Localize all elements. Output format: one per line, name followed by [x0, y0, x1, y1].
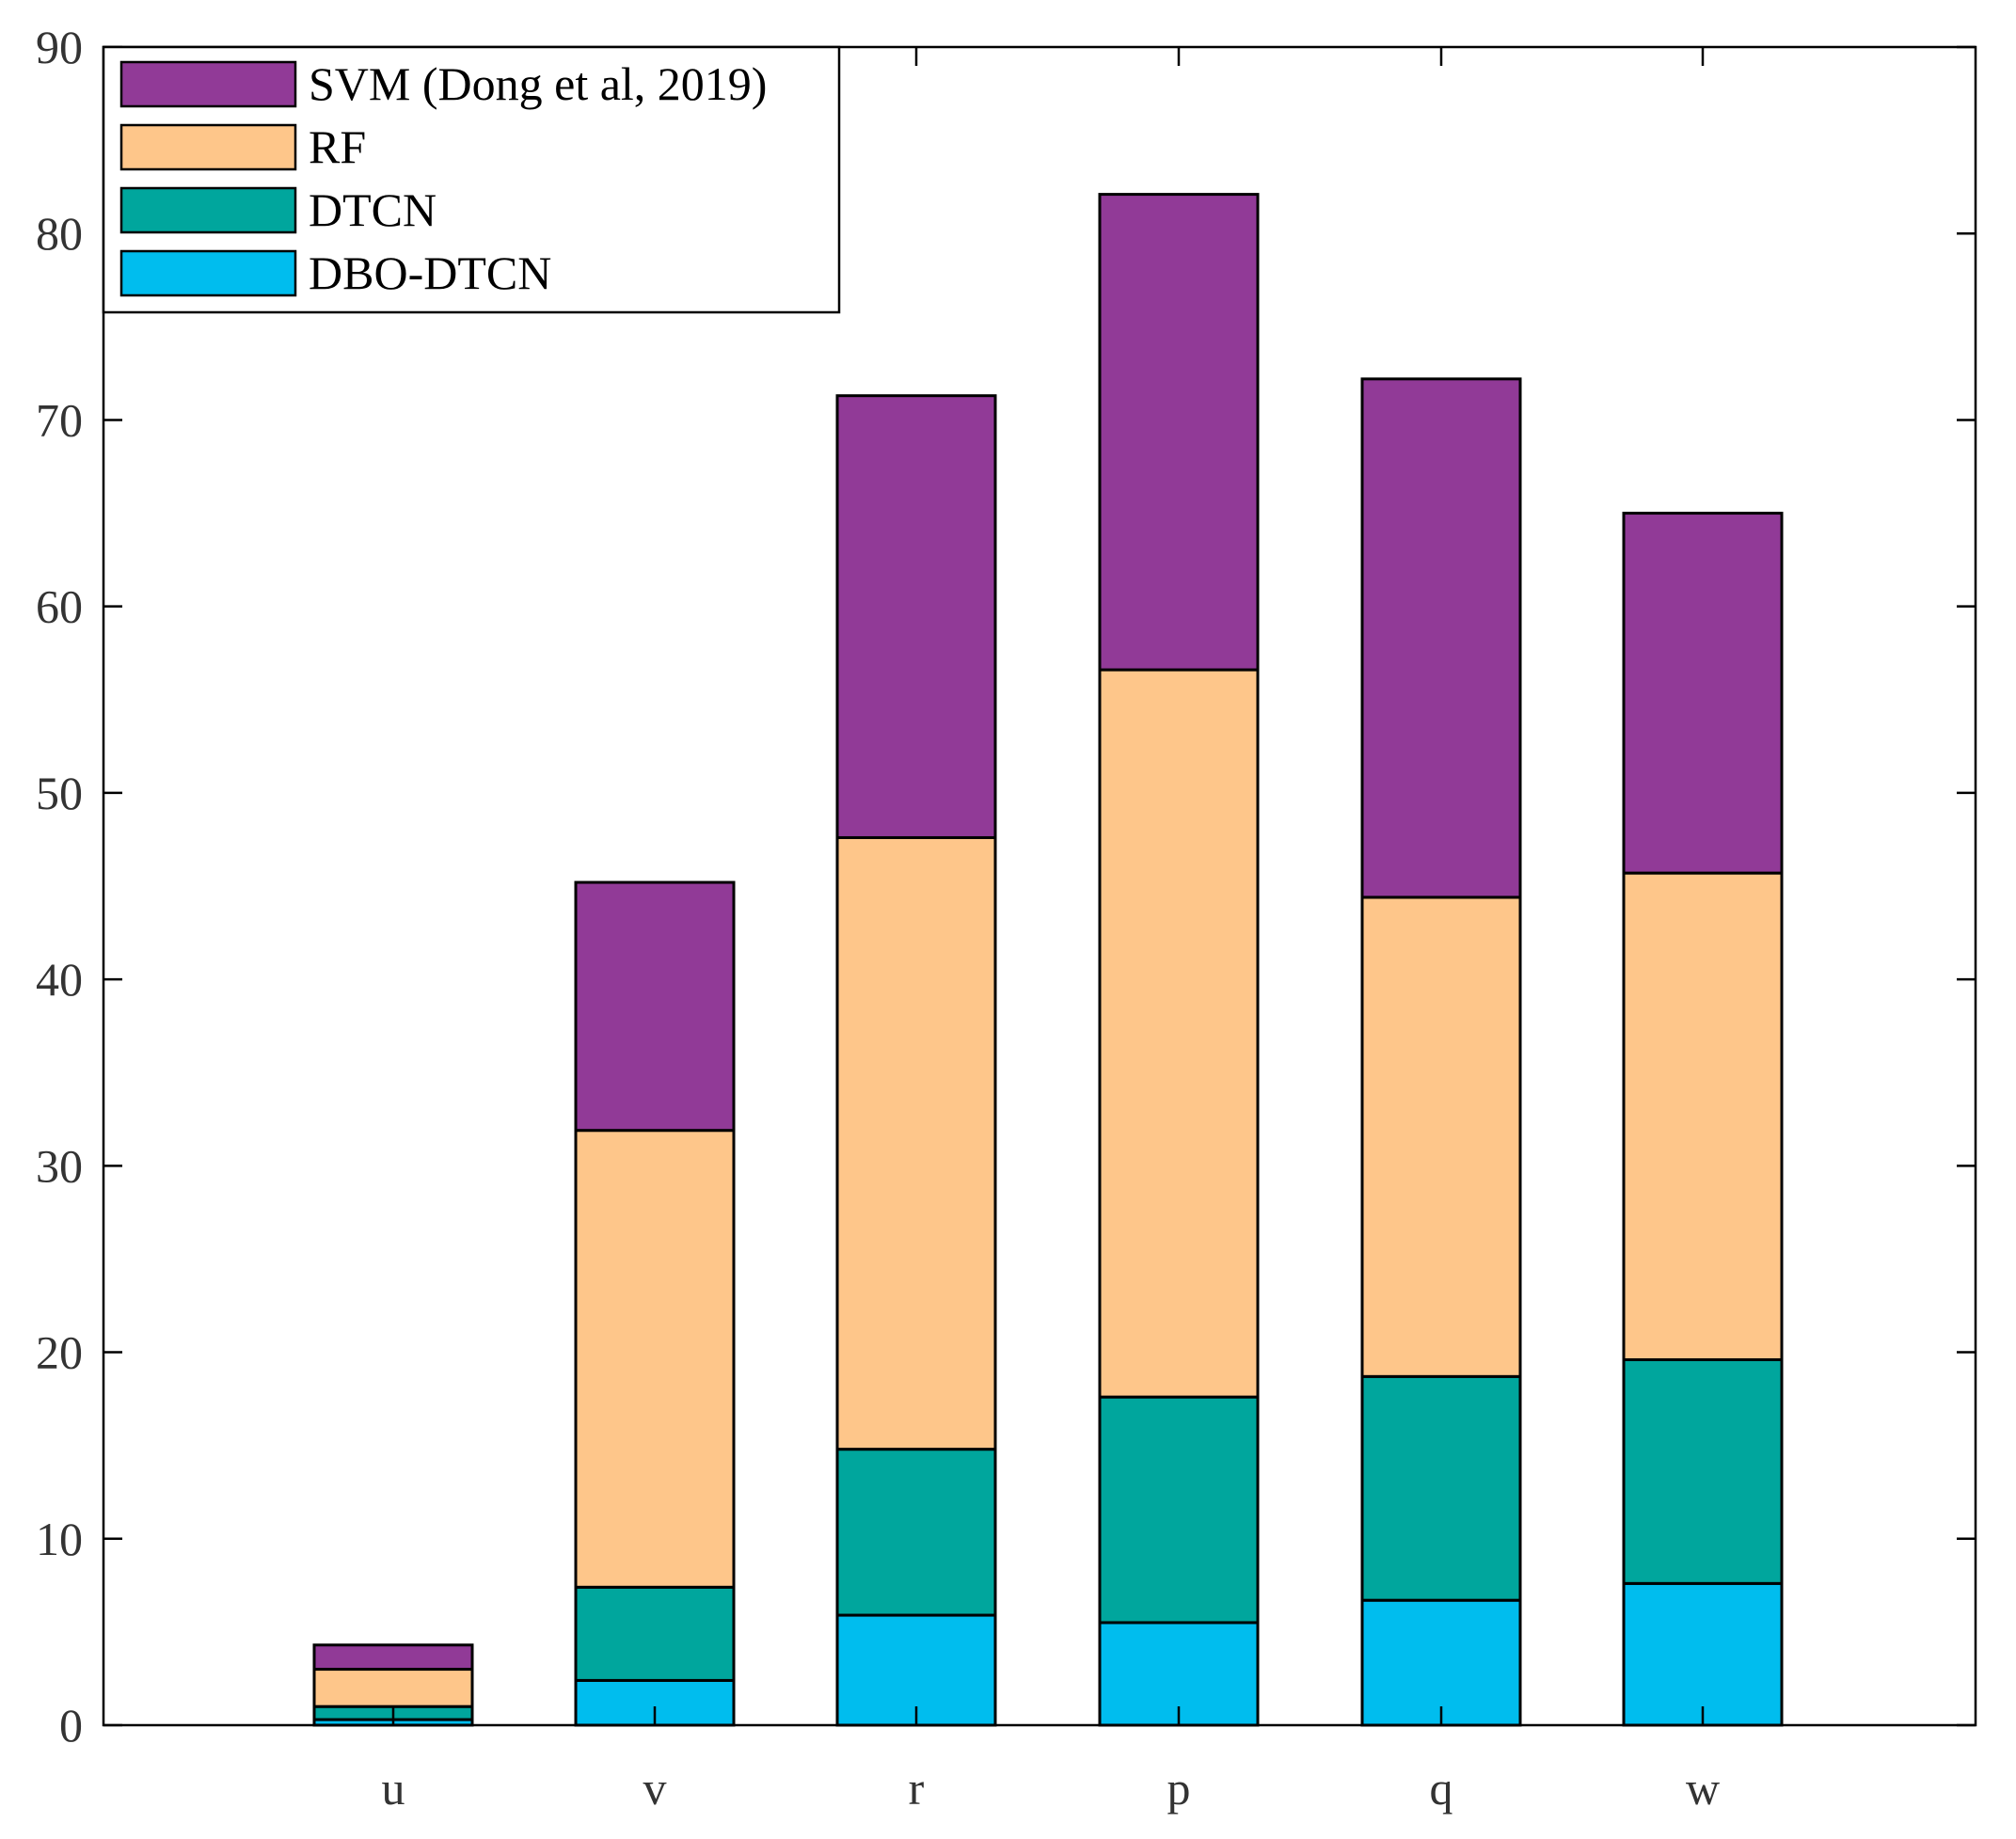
y-tick-label: 40	[36, 953, 83, 1006]
bar-v-rf	[574, 1129, 736, 1589]
bar-w-dbo-dtcn	[1622, 1581, 1784, 1727]
plot-frame	[102, 45, 1977, 1727]
legend-label: RF	[309, 120, 366, 173]
bar-p-svm-dong-et-al-2019	[1098, 193, 1260, 672]
bar-u-svm-dong-et-al-2019	[312, 1643, 474, 1672]
x-category-label: w	[1686, 1762, 1720, 1815]
y-tick-label: 10	[36, 1513, 83, 1565]
x-category-label: q	[1430, 1762, 1453, 1815]
bar-w-dtcn	[1622, 1357, 1784, 1585]
bar-r-svm-dong-et-al-2019	[835, 394, 997, 839]
y-tick-label: 50	[36, 767, 83, 819]
y-tick-label: 70	[36, 393, 83, 446]
bar-w-svm-dong-et-al-2019	[1622, 512, 1784, 875]
bar-v-dtcn	[574, 1585, 736, 1682]
y-tick-label: 20	[36, 1326, 83, 1379]
bar-q-dtcn	[1360, 1374, 1522, 1602]
legend-swatch	[119, 186, 297, 234]
y-tick-label: 30	[36, 1139, 83, 1192]
x-category-label: v	[643, 1762, 667, 1815]
x-category-label: p	[1167, 1762, 1191, 1815]
legend-swatch	[119, 60, 297, 108]
bar-v-svm-dong-et-al-2019	[574, 880, 736, 1133]
axes-layer: 0 10 20 30 40 50 60 70 80 90 u v r p q w	[36, 21, 1977, 1815]
legend-label: DBO-DTCN	[309, 246, 551, 299]
legend-swatch	[119, 123, 297, 171]
bar-r-dtcn	[835, 1448, 997, 1617]
legend-label: SVM (Dong et al, 2019)	[309, 57, 767, 110]
y-tick-label: 60	[36, 580, 83, 633]
x-category-label: r	[909, 1762, 925, 1815]
bar-r-rf	[835, 835, 997, 1451]
legend: SVM (Dong et al, 2019) RF DTCN DBO-DTCN	[102, 45, 841, 314]
bar-w-rf	[1622, 871, 1784, 1361]
legend-swatch	[119, 249, 297, 297]
y-tick-label: 0	[59, 1699, 83, 1752]
bar-layer	[312, 193, 1784, 1727]
bar-p-dtcn	[1098, 1395, 1260, 1625]
bar-q-svm-dong-et-al-2019	[1360, 377, 1522, 899]
bar-u-rf	[312, 1668, 474, 1708]
bar-p-rf	[1098, 668, 1260, 1399]
bar-q-rf	[1360, 896, 1522, 1378]
y-tick-label: 80	[36, 207, 83, 260]
legend-label: DTCN	[309, 183, 437, 236]
y-tick-label: 90	[36, 21, 83, 73]
x-category-label: u	[382, 1762, 405, 1815]
